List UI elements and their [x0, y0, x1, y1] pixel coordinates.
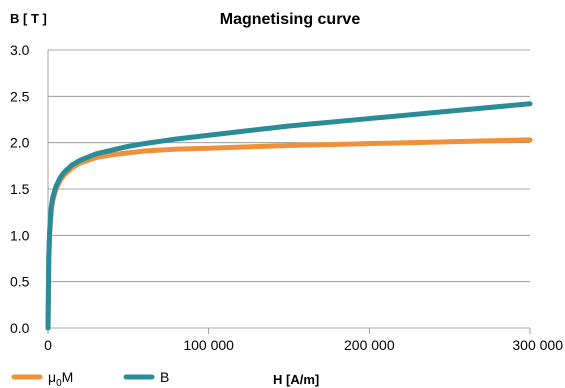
x-tick-label: 0: [44, 337, 52, 353]
y-tick-label: 2.5: [10, 88, 30, 104]
y-tick-label: 0.0: [10, 320, 30, 336]
legend-label: B: [160, 369, 169, 385]
y-tick-label: 3.0: [10, 42, 30, 58]
legend: μ0M B: [11, 369, 169, 388]
y-tick-label: 1.5: [10, 181, 30, 197]
y-tick-label: 1.0: [10, 227, 30, 243]
legend-label-subscript: 0: [56, 378, 62, 388]
series-line-b: [45, 101, 533, 331]
x-tick-label: 100 000: [183, 337, 234, 353]
legend-label-tail: M: [62, 369, 74, 385]
legend-label: μ0M: [48, 369, 73, 388]
y-tick-label: 0.5: [10, 274, 30, 290]
grid-lines: [47, 49, 530, 329]
series-lines: [45, 101, 533, 331]
x-axis-label: H [A/m]: [273, 372, 319, 387]
x-tick-label: 200 000: [344, 337, 395, 353]
legend-label-base: μ: [48, 369, 56, 385]
x-tick-labels: 0 100 000 200 000 300 000: [44, 328, 563, 353]
legend-label-base: B: [160, 369, 169, 385]
chart-title: Magnetising curve: [220, 11, 361, 28]
y-axis-label: B [ T ]: [10, 11, 47, 26]
x-tick-label: 300 000: [512, 337, 563, 353]
series-line-mu0m: [45, 137, 533, 331]
y-tick-labels: 0.0 0.5 1.0 1.5 2.0 2.5 3.0: [10, 42, 30, 336]
y-tick-label: 2.0: [10, 135, 30, 151]
